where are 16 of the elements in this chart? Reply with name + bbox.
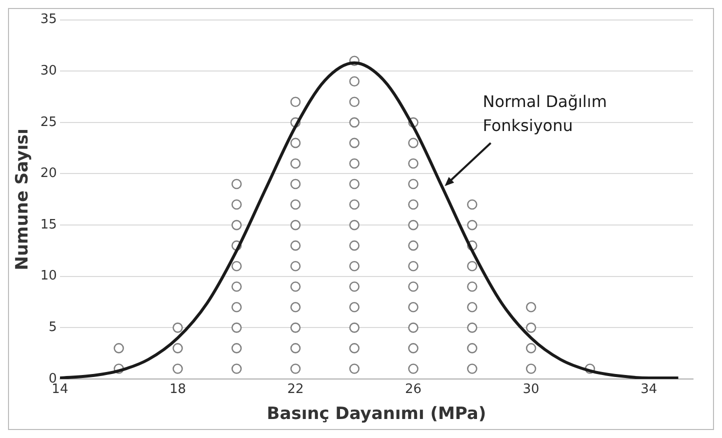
y-tick-label: 15 [40, 217, 57, 232]
y-tick-label: 30 [40, 63, 57, 78]
y-tick-label: 10 [40, 268, 57, 284]
x-tick-label: 30 [522, 382, 540, 398]
y-tick-label: 25 [40, 114, 57, 130]
x-tick-label: 18 [169, 382, 186, 398]
y-tick-label: 35 [40, 12, 57, 28]
x-tick-label: 14 [52, 382, 68, 398]
y-tick-label: 20 [40, 166, 57, 182]
x-tick-label: 26 [405, 382, 422, 398]
annotation: Normal Dağılım Fonksiyonu [482, 92, 607, 136]
x-axis-title: Basınç Dayanımı (MPa) [266, 404, 486, 424]
y-axis-title: Numune Sayısı [12, 128, 33, 270]
x-tick-label: 34 [640, 382, 658, 398]
y-tick-label: 5 [48, 320, 57, 336]
x-tick-label: 22 [287, 382, 304, 398]
